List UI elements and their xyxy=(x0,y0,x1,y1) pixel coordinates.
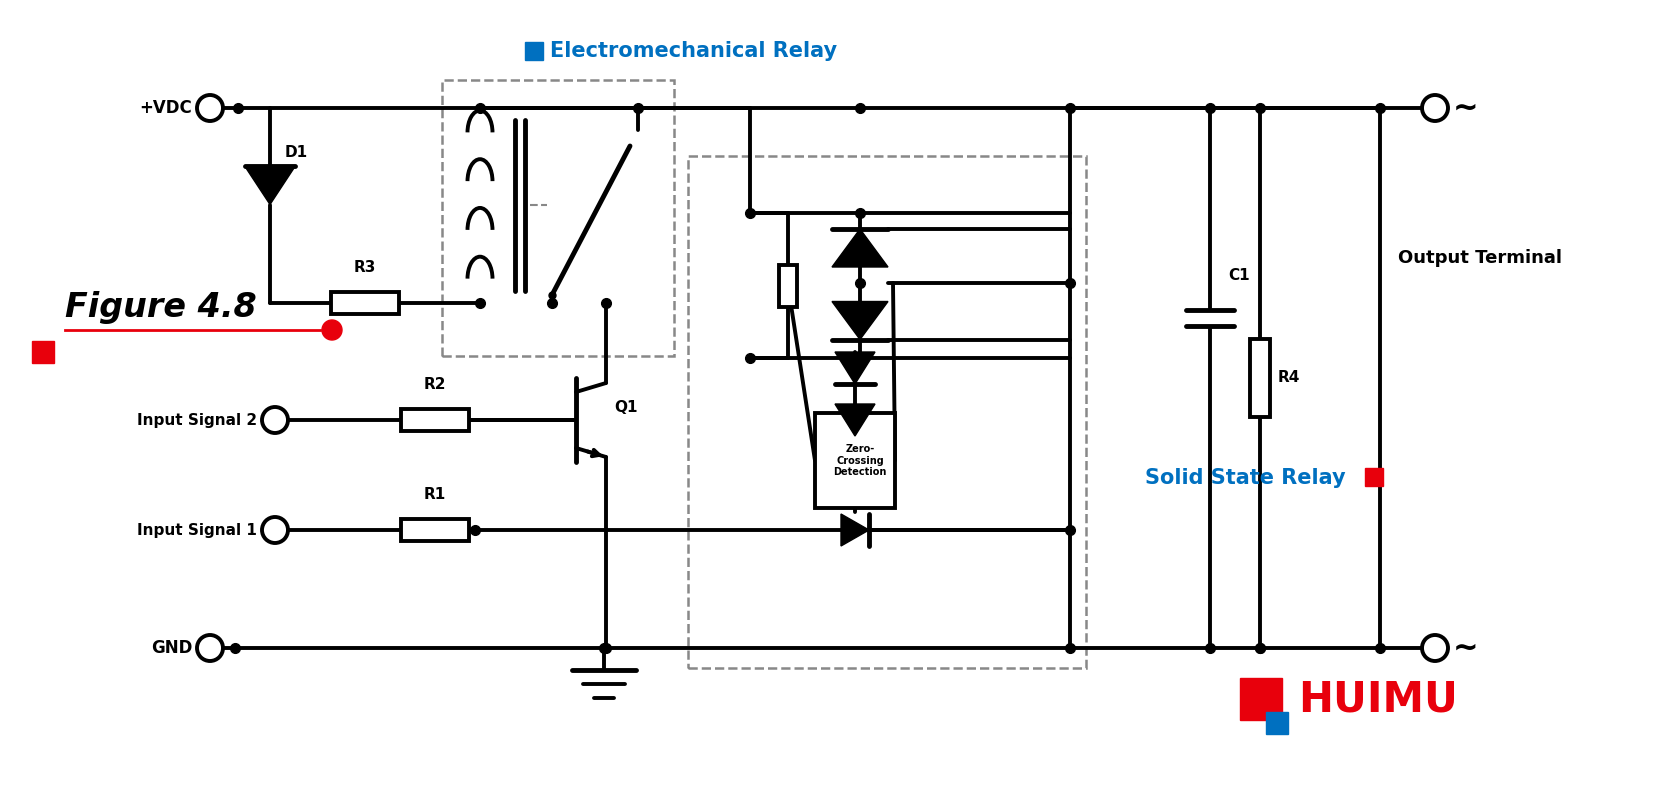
Bar xyxy=(1266,712,1288,734)
Text: ~: ~ xyxy=(1452,634,1479,662)
Text: R2: R2 xyxy=(423,377,447,392)
Text: Input Signal 2: Input Signal 2 xyxy=(138,413,257,428)
Text: ~: ~ xyxy=(1452,93,1479,123)
Polygon shape xyxy=(834,404,875,436)
Text: R4: R4 xyxy=(1278,370,1300,385)
Polygon shape xyxy=(245,167,296,204)
Bar xyxy=(442,80,673,356)
Text: R1: R1 xyxy=(423,487,447,502)
Text: C1: C1 xyxy=(1227,268,1249,283)
Bar xyxy=(1249,339,1269,417)
Bar xyxy=(1241,678,1283,720)
Text: D1: D1 xyxy=(285,145,309,160)
Text: Q1: Q1 xyxy=(615,401,638,416)
Text: Solid State Relay: Solid State Relay xyxy=(1145,468,1345,488)
Polygon shape xyxy=(834,352,875,384)
Text: HUIMU: HUIMU xyxy=(1298,678,1457,720)
Bar xyxy=(331,292,400,314)
Bar xyxy=(526,42,542,60)
Bar xyxy=(779,264,798,306)
Bar xyxy=(401,519,468,541)
Text: Electromechanical Relay: Electromechanical Relay xyxy=(551,41,838,61)
Bar xyxy=(401,409,468,431)
Polygon shape xyxy=(841,514,870,546)
Circle shape xyxy=(322,320,343,340)
Bar xyxy=(688,156,1086,668)
Text: Zero-
Crossing
Detection: Zero- Crossing Detection xyxy=(833,444,887,477)
Text: Output Terminal: Output Terminal xyxy=(1399,249,1561,267)
Polygon shape xyxy=(833,302,888,339)
Text: R3: R3 xyxy=(354,260,376,275)
Bar xyxy=(814,413,895,508)
Bar xyxy=(1365,468,1383,486)
Text: GND: GND xyxy=(151,639,191,657)
Text: +VDC: +VDC xyxy=(139,99,191,117)
Text: Figure 4.8: Figure 4.8 xyxy=(65,291,257,325)
Bar xyxy=(32,341,54,363)
Text: Input Signal 1: Input Signal 1 xyxy=(138,523,257,538)
Polygon shape xyxy=(833,229,888,267)
